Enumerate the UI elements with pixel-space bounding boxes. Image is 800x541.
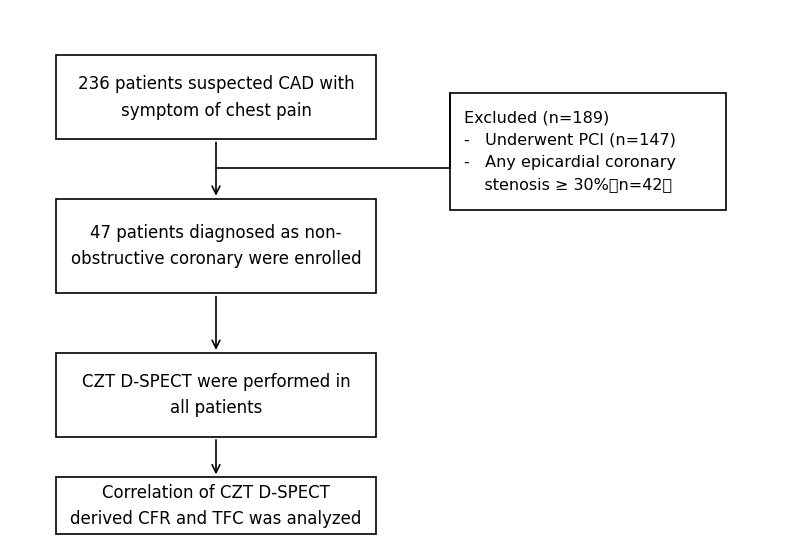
Bar <box>56 478 376 535</box>
Text: 47 patients diagnosed as non-
obstructive coronary were enrolled: 47 patients diagnosed as non- obstructiv… <box>70 224 362 268</box>
Text: CZT D-SPECT were performed in
all patients: CZT D-SPECT were performed in all patien… <box>82 373 350 417</box>
Bar <box>450 94 726 210</box>
Bar <box>56 199 376 293</box>
Text: Excluded (n=189)
-   Underwent PCI (n=147)
-   Any epicardial coronary
    steno: Excluded (n=189) - Underwent PCI (n=147)… <box>464 111 676 192</box>
Text: Correlation of CZT D-SPECT
derived CFR and TFC was analyzed: Correlation of CZT D-SPECT derived CFR a… <box>70 484 362 528</box>
Text: 236 patients suspected CAD with
symptom of chest pain: 236 patients suspected CAD with symptom … <box>78 75 354 120</box>
Bar <box>56 56 376 140</box>
Bar <box>56 353 376 437</box>
